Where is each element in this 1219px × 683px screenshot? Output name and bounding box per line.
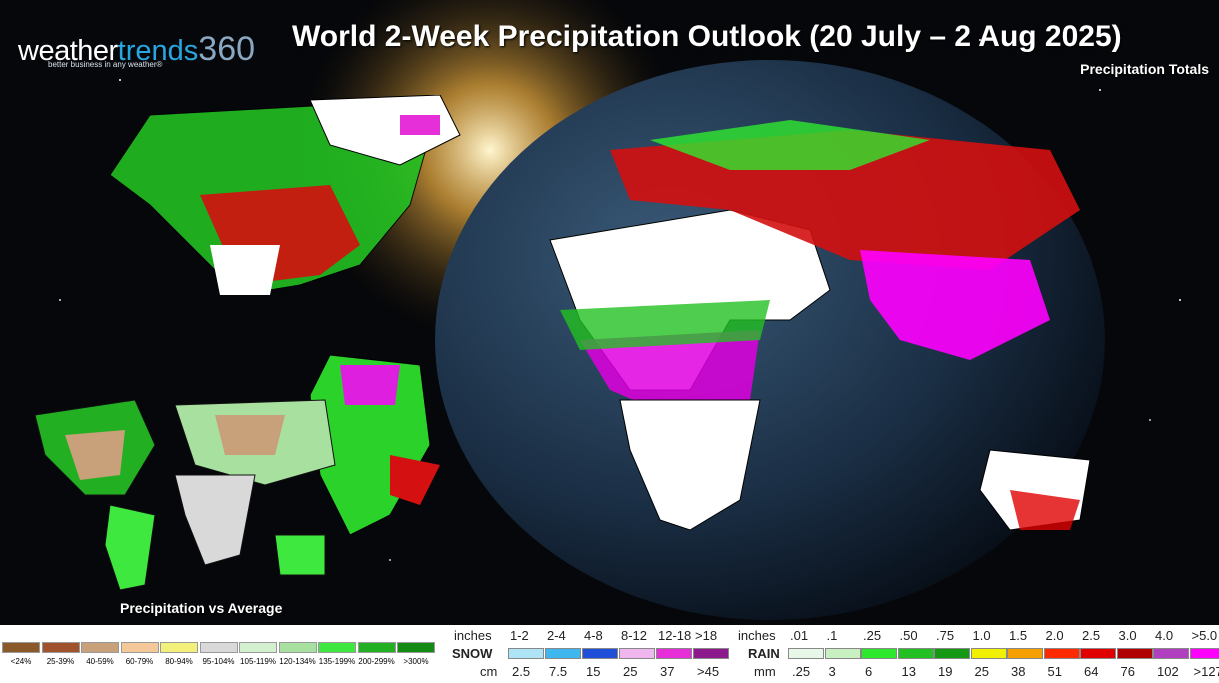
legend-swatch <box>1116 648 1153 659</box>
legend-swatch <box>861 648 897 659</box>
map-area: weathertrends360 better business in any … <box>18 0 1209 620</box>
logo-part-weather: weather <box>18 35 118 67</box>
rain-inches-value: .1 <box>826 628 838 643</box>
snow-inches-value: 2-4 <box>547 628 566 643</box>
legend-swatch <box>970 648 1007 659</box>
snow-cm-value: 15 <box>586 664 601 679</box>
snow-cm-value: 37 <box>660 664 675 679</box>
legend-swatch <box>1153 648 1189 659</box>
rain-mm-value: 76 <box>1120 664 1135 679</box>
rain-inches-value: 4.0 <box>1155 628 1174 643</box>
snow-cm-label: cm <box>480 664 498 679</box>
avg-legend-swatch <box>120 642 159 653</box>
snow-row-label: SNOW <box>452 646 493 661</box>
avg-legend-label: 80-94% <box>165 657 193 666</box>
avg-legend-label: 105-119% <box>240 657 276 666</box>
legend-swatch <box>934 648 970 659</box>
rain-inches-label: inches <box>738 628 776 643</box>
rain-mm-value: >127 <box>1193 664 1219 679</box>
avg-legend-label: 25-39% <box>46 657 75 666</box>
snow-inches-value: 1-2 <box>510 628 529 643</box>
rain-inches-value: .01 <box>790 628 809 643</box>
legend-swatch <box>788 648 824 659</box>
legend-swatch <box>508 648 544 659</box>
rain-inches-value: 2.5 <box>1082 628 1101 643</box>
snow-inches-value: 12-18 <box>658 628 692 643</box>
avg-legend-label: 120-134% <box>279 657 316 666</box>
avg-legend-swatch <box>357 642 396 653</box>
avg-legend-swatch <box>160 642 198 653</box>
map-subtitle: Precipitation Totals <box>1080 61 1209 77</box>
legend-swatch <box>619 648 655 659</box>
snow-rain-legend: inches SNOW cm 1-2 2.5 2-4 7.5 4-8 15 8-12 25 12-18… <box>450 625 1219 683</box>
rain-inches-value: 2.0 <box>1045 628 1064 643</box>
rain-mm-value: 38 <box>1011 664 1026 679</box>
rain-inches-value: >5.0 <box>1191 628 1218 643</box>
legend-swatch <box>1080 648 1116 659</box>
logo-part-360: 360 <box>198 30 256 68</box>
precip-vs-average-inset-map <box>34 399 336 591</box>
avg-legend-label: <24% <box>10 657 32 666</box>
avg-legend-swatch <box>41 642 80 653</box>
rain-inches-value: 1.5 <box>1009 628 1028 643</box>
rain-mm-value: 51 <box>1047 664 1062 679</box>
rain-mm-label: mm <box>754 664 776 679</box>
legend-swatch <box>693 648 729 659</box>
logo-part-trends: trends <box>117 35 199 67</box>
rain-mm-value: 19 <box>938 664 953 679</box>
legend-swatch <box>1189 648 1219 659</box>
legend-swatch <box>545 648 581 659</box>
avg-legend-label: 95-104% <box>202 657 235 666</box>
rain-mm-value: 64 <box>1084 664 1099 679</box>
weathertrends-logo: weathertrends360 better business in any … <box>18 30 255 69</box>
avg-legend-label: 135-199% <box>318 657 356 666</box>
rain-inches-value: 1.0 <box>972 628 991 643</box>
rain-mm-value: 13 <box>901 664 916 679</box>
logo-tagline: better business in any weather® <box>48 60 163 69</box>
snow-cm-value: >45 <box>697 664 720 679</box>
avg-legend-label: 40-59% <box>86 657 114 666</box>
rain-inches-value: .75 <box>936 628 955 643</box>
snow-inches-value: 8-12 <box>621 628 648 643</box>
rain-inches-value: 3.0 <box>1118 628 1137 643</box>
rain-inches-value: .50 <box>899 628 918 643</box>
rain-row-label: RAIN <box>748 646 780 661</box>
snow-inches-label: inches <box>454 628 492 643</box>
legend-swatch <box>1043 648 1080 659</box>
globe-map <box>435 60 1105 620</box>
avg-legend-label: >300% <box>403 657 429 666</box>
rain-mm-value: 3 <box>828 664 836 679</box>
legend-swatch <box>582 648 618 659</box>
rain-mm-value: 102 <box>1157 664 1179 679</box>
avg-legend-swatch <box>199 642 238 653</box>
snow-inches-value: >18 <box>695 628 718 643</box>
rain-mm-value: 6 <box>865 664 873 679</box>
avg-legend-swatch <box>278 642 317 653</box>
avg-legend-swatch <box>397 642 435 653</box>
legend-swatch <box>824 648 861 659</box>
flat-precip-map <box>109 95 461 536</box>
avg-legend-swatch <box>239 642 277 653</box>
rain-mm-value: 25 <box>974 664 989 679</box>
avg-legend-swatch <box>2 642 40 653</box>
avg-legend-swatch <box>318 642 356 653</box>
snow-inches-value: 4-8 <box>584 628 603 643</box>
snow-cm-value: 25 <box>623 664 638 679</box>
snow-cm-value: 7.5 <box>549 664 568 679</box>
legend-swatch <box>897 648 934 659</box>
legend-swatch <box>1007 648 1043 659</box>
rain-mm-value: .25 <box>792 664 811 679</box>
page-title: World 2-Week Precipitation Outlook (20 J… <box>292 20 1122 53</box>
avg-legend-label: 200-299% <box>358 657 395 666</box>
rain-inches-value: .25 <box>863 628 882 643</box>
inset-map-label: Precipitation vs Average <box>120 600 283 616</box>
legend-swatch <box>656 648 692 659</box>
avg-legend-label: 60-79% <box>125 657 154 666</box>
snow-cm-value: 2.5 <box>512 664 531 679</box>
legend-bar: <24% 25-39% 40-59% 60-79% 80-94% 95-104% 105-1… <box>0 625 1219 683</box>
avg-legend-swatch <box>81 642 119 653</box>
